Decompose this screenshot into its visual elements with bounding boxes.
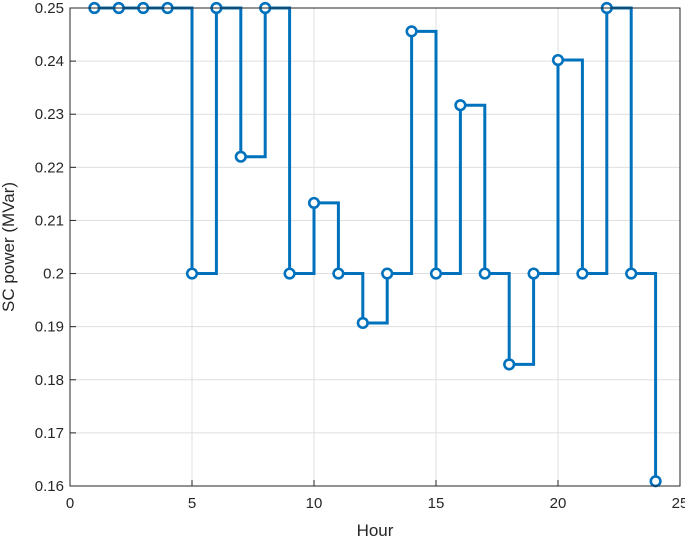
data-point [478,267,491,280]
data-point [576,267,589,280]
y-tick-label: 0.16 [35,478,64,495]
data-point [381,267,394,280]
data-point [405,25,418,38]
y-tick-label: 0.21 [35,212,64,229]
y-tick-label: 0.17 [35,425,64,442]
data-point [185,267,199,280]
y-tick-label: 0.19 [35,319,64,336]
data-point [649,475,662,488]
x-tick-label: 5 [188,495,196,512]
y-tick-label: 0.22 [35,159,64,176]
ticks: 0 5 10 15 20 25 0.16 0.17 0.18 0.19 0.2 0.21 0.22 0.2… [35,0,685,512]
data-point [625,267,638,280]
data-point [332,267,345,280]
y-tick-label: 0.25 [35,0,64,17]
plot-area [70,8,680,486]
y-tick-label: 0.18 [35,372,64,389]
y-tick-label: 0.23 [35,106,64,123]
plot-frame [69,7,681,487]
x-tick-label: 25 [672,495,685,512]
data-point [551,53,565,67]
data-point [527,267,540,280]
data-point [454,99,467,112]
x-tick-label: 10 [306,495,323,512]
data-point [307,196,321,210]
data-point [429,267,443,280]
x-axis-label: Hour [357,521,394,540]
x-tick-label: 15 [428,495,445,512]
x-tick-label: 0 [66,495,74,512]
x-tick-label: 20 [550,495,567,512]
data-point [234,150,247,163]
y-tick-label: 0.2 [43,266,64,283]
y-tick-label: 0.24 [35,53,64,70]
data-point [503,358,516,371]
y-axis-label: SC power (MVar) [0,182,18,312]
data-point [283,267,296,280]
data-point [356,316,369,330]
